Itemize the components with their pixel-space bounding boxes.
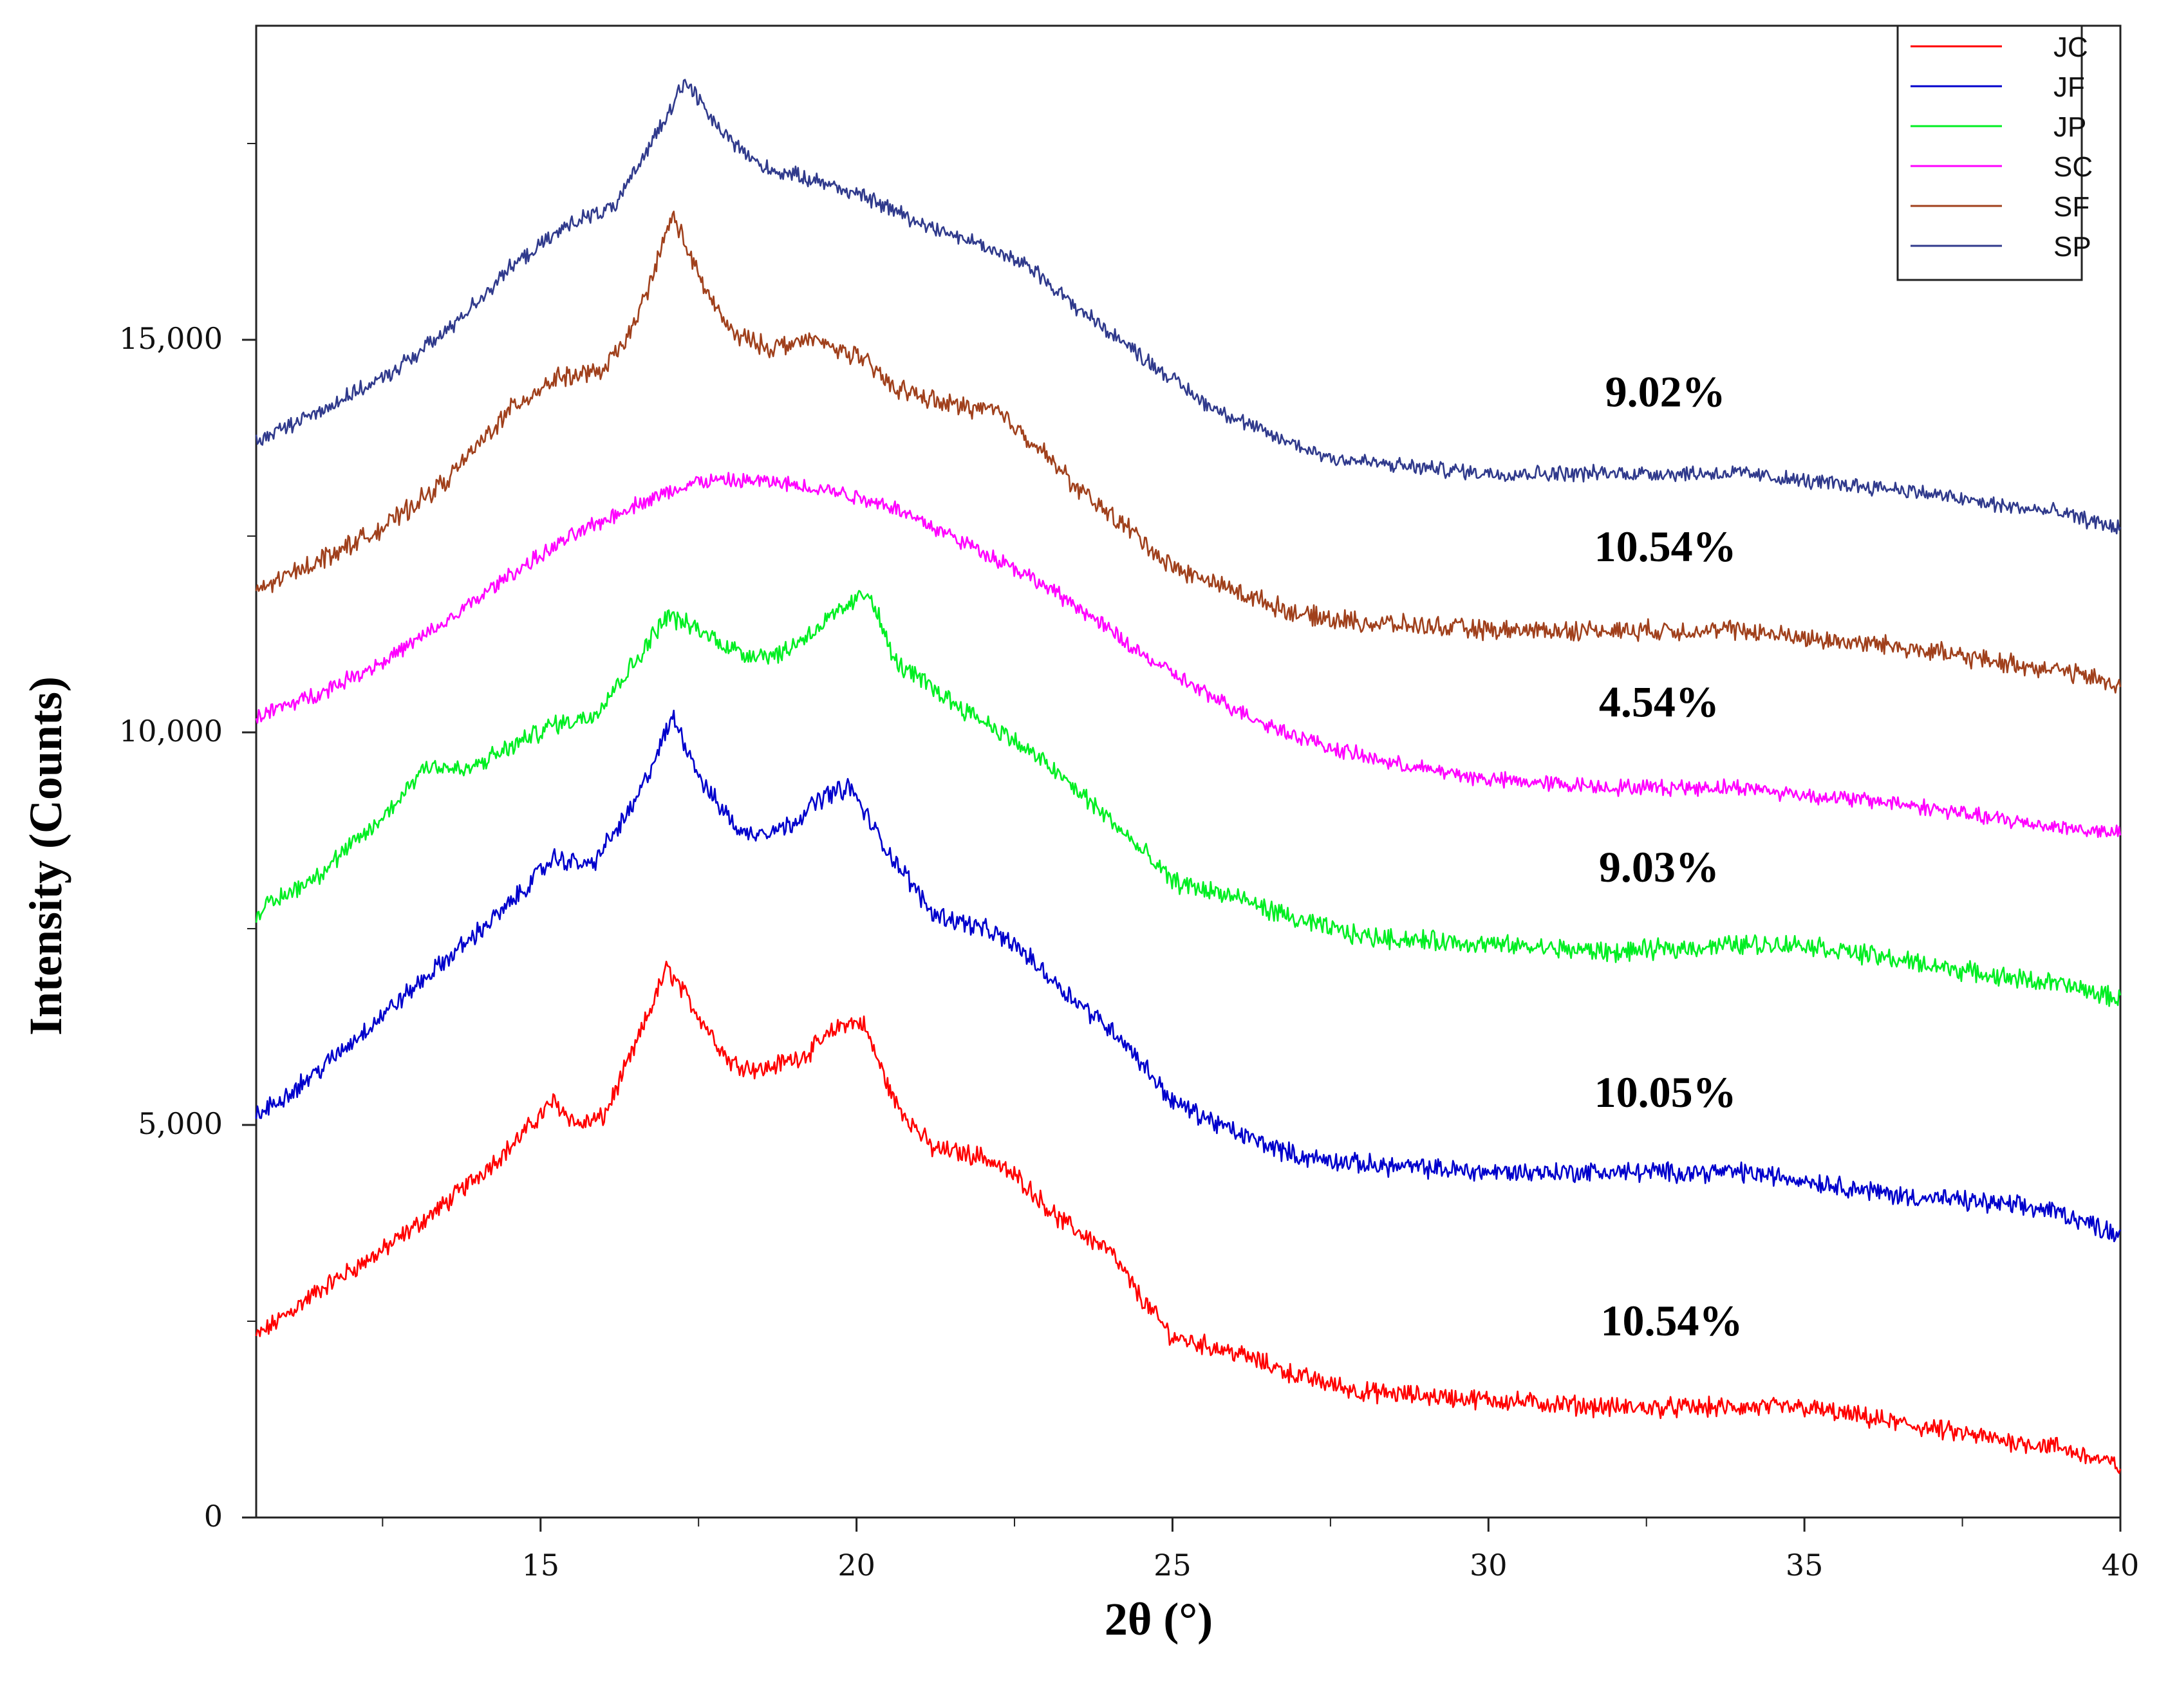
crystallinity-label: 10.54%: [1594, 522, 1737, 571]
y-axis-title: Intensity (Counts): [20, 676, 71, 1035]
legend: JC JF JP SC SF SP: [1896, 24, 2093, 281]
x-tick-label: 30: [1470, 1548, 1508, 1583]
crystallinity-label: 10.05%: [1594, 1068, 1737, 1117]
series-line-jp: [255, 589, 2122, 1007]
axis-layer: 15 20 25 30 35 40 0 5,000 10,000 15,000: [119, 143, 2140, 1583]
x-tick-label: 20: [837, 1548, 875, 1583]
legend-label-sp: SP: [2053, 231, 2091, 263]
y-tick-label: 15,000: [119, 321, 223, 356]
x-tick-label: 40: [2102, 1548, 2140, 1583]
legend-label-jc: JC: [2053, 32, 2088, 63]
legend-box: [1896, 24, 2083, 281]
y-tick-label: 10,000: [119, 714, 223, 748]
y-tick-label: 5,000: [138, 1106, 223, 1141]
x-tick-label: 15: [521, 1548, 559, 1583]
x-tick-label: 35: [1786, 1548, 1824, 1583]
legend-label-jp: JP: [2053, 111, 2086, 143]
series-line-sp: [255, 79, 2122, 535]
y-tick-label: 0: [204, 1499, 223, 1534]
legend-label-jf: JF: [2053, 71, 2085, 103]
crystallinity-label: 4.54%: [1599, 678, 1719, 727]
x-axis-title: 2θ (°): [1105, 1593, 1213, 1645]
series-line-jf: [255, 709, 2122, 1243]
legend-label-sc: SC: [2053, 151, 2093, 183]
annotation-layer: 9.02% 10.54% 4.54% 9.03% 10.05% 10.54%: [1594, 367, 1743, 1345]
legend-label-sf: SF: [2053, 191, 2089, 223]
crystallinity-label: 10.54%: [1600, 1296, 1743, 1345]
crystallinity-label: 9.02%: [1605, 367, 1726, 416]
plot-frame: [255, 24, 2122, 1519]
x-tick-label: 25: [1154, 1548, 1192, 1583]
series-line-sf: [255, 210, 2122, 694]
crystallinity-label: 9.03%: [1599, 842, 1719, 891]
series-line-sc: [255, 472, 2122, 839]
series-layer: [255, 79, 2122, 1474]
series-line-jc: [255, 960, 2122, 1474]
